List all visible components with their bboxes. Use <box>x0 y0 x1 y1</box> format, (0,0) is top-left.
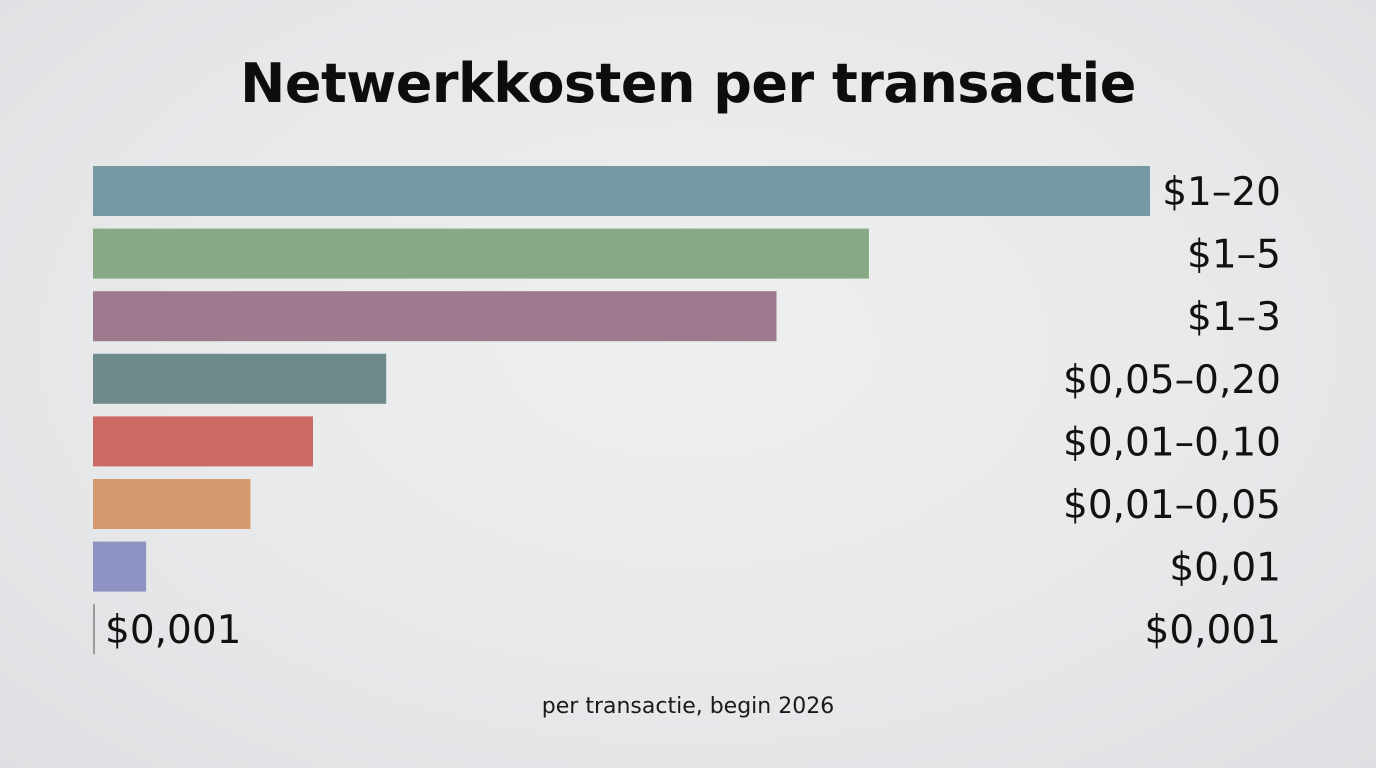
bar-8 <box>93 604 95 655</box>
chart-subtitle: per transactie, begin 2026 <box>541 694 835 719</box>
bar-1 <box>93 166 1150 216</box>
value-label-2: $1–5 <box>1187 233 1281 278</box>
bar-6 <box>93 479 251 529</box>
value-label-8: $0,001 <box>1145 608 1281 653</box>
bar-3 <box>93 291 777 342</box>
value-label-3: $1–3 <box>1187 295 1281 340</box>
bar-4 <box>93 353 387 404</box>
bar-7 <box>93 541 147 592</box>
value-label-4: $0,05–0,20 <box>1063 358 1281 403</box>
value-label-1: $1–20 <box>1162 170 1281 215</box>
bar-2 <box>93 228 869 279</box>
value-label-7: $0,01 <box>1169 546 1281 591</box>
value-label-6: $0,01–0,05 <box>1063 483 1281 528</box>
inline-value-label-8: $0,001 <box>105 608 241 653</box>
bar-5 <box>93 416 313 467</box>
chart-title: Netwerkkosten per transactie <box>240 52 1136 115</box>
value-label-5: $0,01–0,10 <box>1063 420 1281 465</box>
